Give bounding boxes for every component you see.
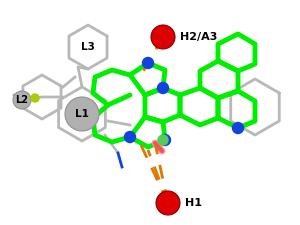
Text: L2: L2 <box>16 95 28 105</box>
Circle shape <box>31 94 39 102</box>
Circle shape <box>65 97 99 131</box>
Circle shape <box>151 25 175 49</box>
Circle shape <box>160 135 170 146</box>
Circle shape <box>158 135 168 145</box>
Circle shape <box>156 191 180 215</box>
Circle shape <box>158 83 169 94</box>
Text: L1: L1 <box>75 109 89 119</box>
Text: L3: L3 <box>81 42 95 52</box>
Circle shape <box>124 131 136 142</box>
Text: H2/A3: H2/A3 <box>180 32 218 42</box>
Circle shape <box>142 58 154 68</box>
Text: H1: H1 <box>185 198 202 208</box>
Circle shape <box>13 91 31 109</box>
Circle shape <box>232 122 244 133</box>
